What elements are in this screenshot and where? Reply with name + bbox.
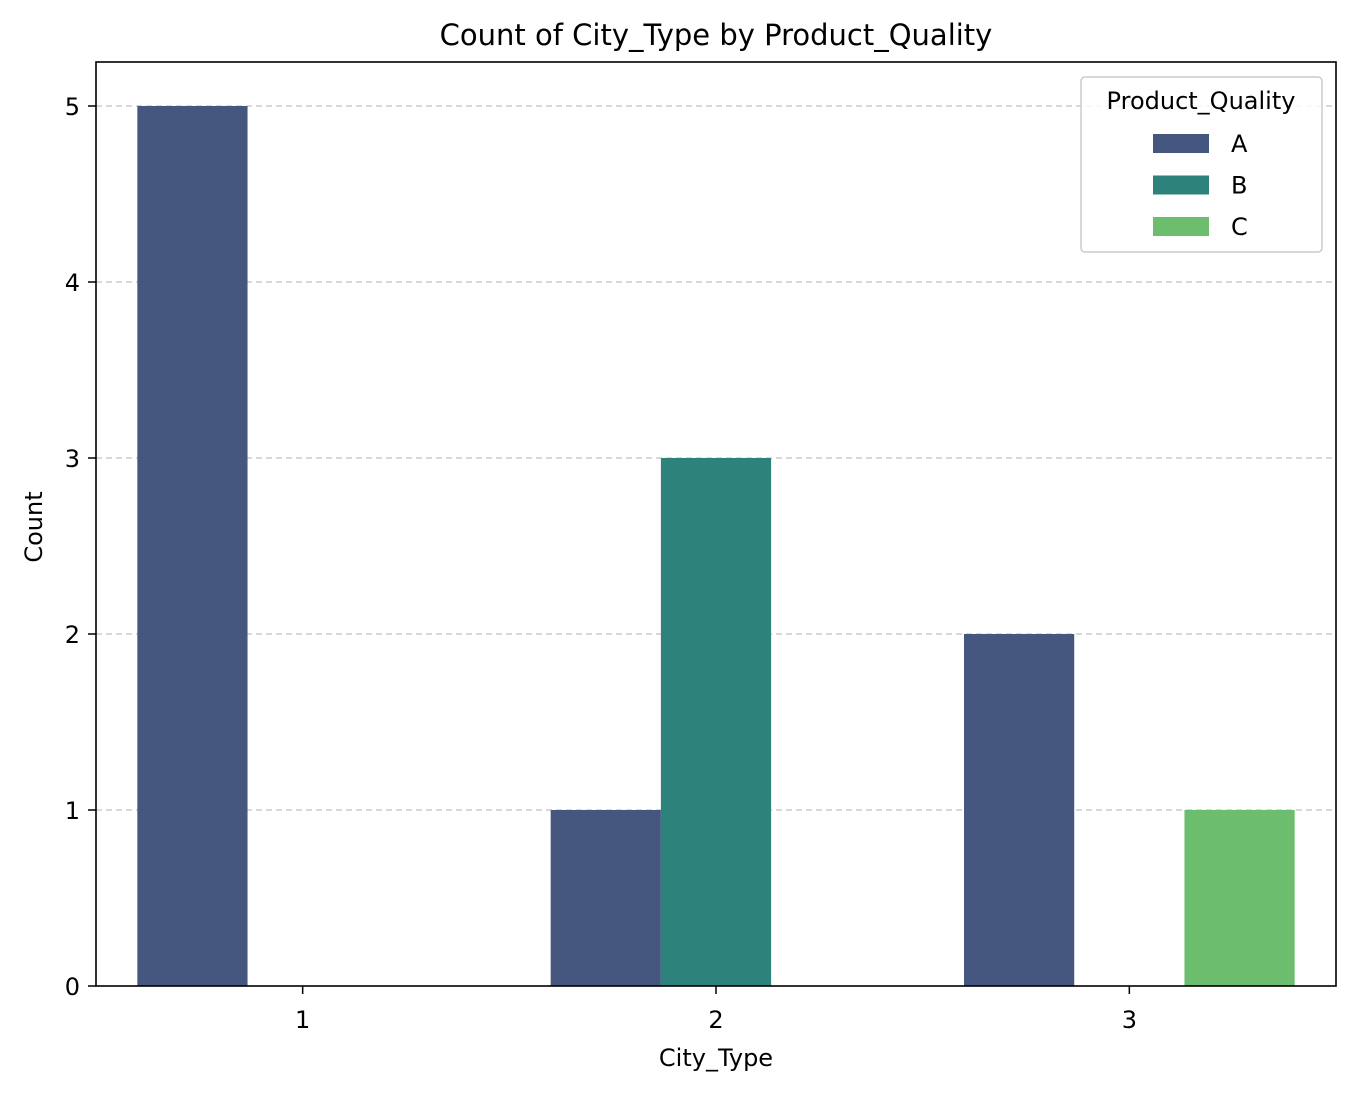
y-axis-label: Count: [20, 491, 48, 562]
y-tick-label: 5: [65, 93, 80, 121]
legend-label-A: A: [1231, 130, 1248, 158]
chart-title: Count of City_Type by Product_Quality: [440, 18, 993, 52]
y-tick-label: 3: [65, 445, 80, 473]
axes: 0 1 2 3 4 5 1 2 3: [65, 61, 1337, 1034]
legend-frame: [1080, 76, 1323, 253]
legend-swatch-A: [1153, 134, 1209, 153]
x-axis-label: City_Type: [659, 1044, 773, 1072]
bars: [137, 106, 1295, 986]
legend-swatch-B: [1153, 175, 1209, 195]
legend-label-B: B: [1231, 172, 1247, 200]
x-tick-label: 1: [295, 1006, 310, 1034]
bar-C-3: [1184, 810, 1295, 986]
bar-B-2: [660, 458, 772, 986]
y-tick-label: 0: [65, 973, 80, 1001]
bar-A-3: [964, 634, 1075, 986]
y-tick-label: 4: [65, 269, 80, 297]
y-tick-label: 1: [65, 797, 80, 825]
legend-label-C: C: [1231, 213, 1248, 241]
bar-A-2: [550, 810, 661, 986]
x-tick-label: 2: [708, 1006, 723, 1034]
bar-A-1: [137, 106, 248, 986]
legend: Product_Quality ABC: [1080, 76, 1323, 253]
plot-frame: [95, 61, 1337, 987]
legend-title: Product_Quality: [1107, 87, 1296, 115]
legend-swatch-C: [1153, 217, 1209, 236]
x-tick-label: 3: [1122, 1006, 1137, 1034]
y-tick-label: 2: [65, 621, 80, 649]
